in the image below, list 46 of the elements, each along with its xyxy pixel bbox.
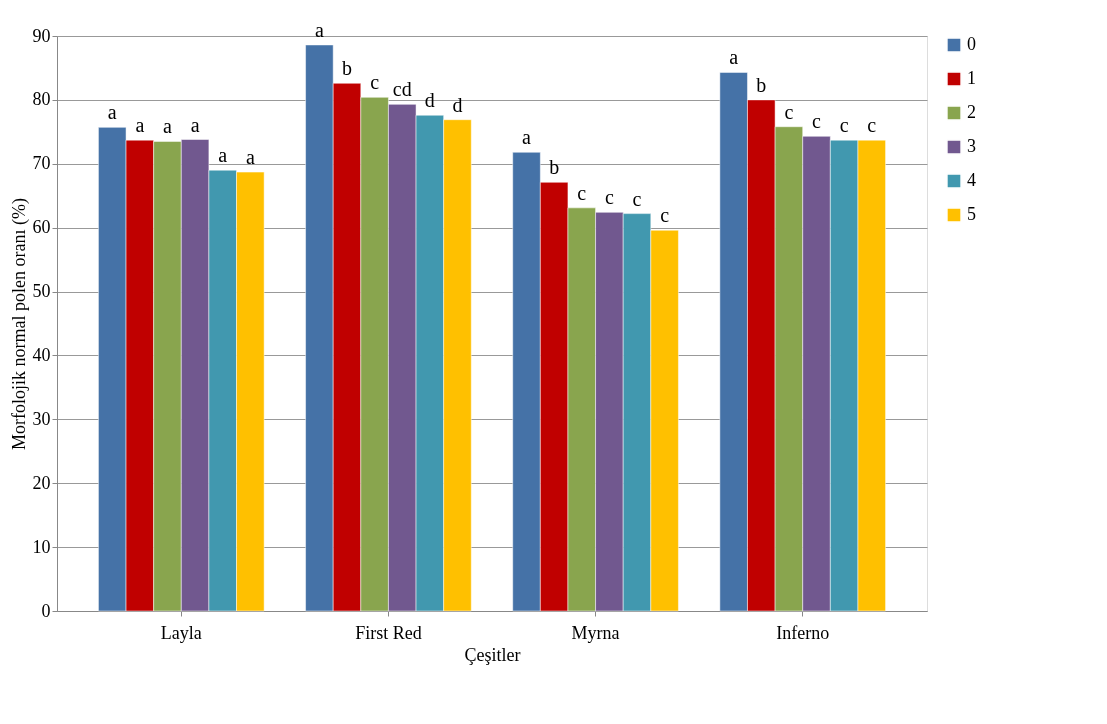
y-tick-label: 10	[32, 536, 51, 557]
y-tick-label: 30	[32, 408, 51, 429]
x-tick-label: First Red	[355, 622, 422, 643]
data-label: b	[756, 73, 767, 96]
y-tick-label: 50	[32, 281, 51, 302]
legend-label: 2	[967, 102, 976, 122]
x-axis-title: Çeşitler	[464, 644, 521, 665]
x-tick-label: Layla	[160, 622, 202, 643]
data-label: c	[577, 181, 587, 204]
data-label: b	[549, 156, 560, 179]
x-tick-label: Myrna	[571, 622, 620, 643]
data-label: a	[314, 18, 324, 41]
legend-label: 1	[967, 68, 976, 88]
y-tick-label: 40	[32, 344, 51, 365]
y-tick-label: 70	[32, 153, 51, 174]
y-tick-label: 20	[32, 472, 51, 493]
y-tick-label: 80	[32, 89, 51, 110]
legend-label: 5	[967, 204, 976, 224]
legend-label: 3	[967, 136, 976, 156]
data-label: c	[660, 204, 670, 227]
data-label: c	[867, 114, 877, 137]
data-label: b	[342, 57, 352, 80]
data-label: a	[135, 114, 145, 137]
data-label: a	[163, 115, 173, 138]
data-label: c	[604, 186, 614, 209]
y-tick-label: 90	[32, 25, 51, 46]
data-label: cd	[392, 78, 412, 101]
x-tick-label: Inferno	[776, 622, 830, 643]
y-tick-label: 0	[41, 600, 51, 621]
data-label: d	[424, 89, 435, 112]
data-label: c	[839, 114, 849, 137]
y-axis-title: Morfolojik normal polen oranı (%)	[8, 198, 30, 450]
data-label: c	[370, 71, 380, 94]
data-label: c	[632, 187, 642, 210]
data-label: c	[784, 100, 794, 123]
legend-label: 4	[967, 170, 976, 190]
data-label: a	[190, 113, 200, 136]
data-label: a	[218, 144, 228, 167]
y-tick-label: 60	[32, 217, 51, 238]
data-label: d	[452, 93, 463, 116]
data-label: c	[812, 110, 822, 133]
data-label: a	[729, 46, 739, 69]
data-label: a	[245, 146, 255, 169]
data-label: a	[107, 101, 117, 124]
data-label: a	[522, 126, 532, 149]
legend-label: 0	[967, 34, 976, 54]
